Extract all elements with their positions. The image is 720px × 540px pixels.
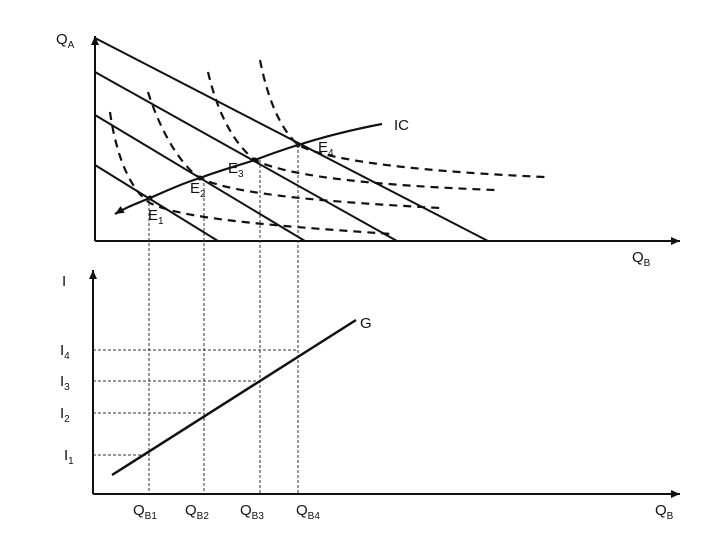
y-tick-i3: I3 [60,373,70,393]
x-tick-qb4: QB4 [296,502,320,522]
top-x-axis-label: QB [632,249,651,269]
x-tick-qb3: QB3 [240,502,264,522]
equilibrium-point-e3 [252,157,258,163]
y-tick-i4: I4 [60,342,70,362]
y-tick-i1: I1 [64,447,74,467]
point-label-e2: E2 [190,180,206,200]
point-label-e1: E1 [148,207,164,227]
x-tick-qb2: QB2 [185,502,209,522]
x-tick-qb1: QB1 [133,502,157,522]
income-consumption-curve-label: IC [394,117,409,134]
budget-line-1 [94,164,219,242]
indifference-curve-1 [108,111,393,236]
vertical-guides [148,145,299,494]
equilibrium-point-e1 [147,195,153,201]
y-tick-i2: I2 [60,405,70,425]
bottom-panel: I QB G I1 I2 I3 I4 QB1 QB2 QB3 QB4 [60,270,680,522]
engel-curve-label: G [360,315,372,332]
budget-line-3 [94,71,398,242]
engel-curve-g [111,318,357,477]
point-label-e3: E3 [228,160,244,180]
indifference-curve-4 [258,59,546,179]
top-panel: QA QB IC E1 E2 E3 E4 [56,31,680,269]
indifference-curve-3 [206,71,496,192]
point-label-e4: E4 [318,139,334,159]
indifference-curve-2 [146,91,441,210]
income-consumption-curve [114,122,383,215]
equilibrium-point-e2 [197,175,203,181]
bottom-x-axis-label: QB [655,502,674,522]
top-y-axis-label: QA [56,31,75,51]
bottom-y-axis-label: I [62,273,66,290]
